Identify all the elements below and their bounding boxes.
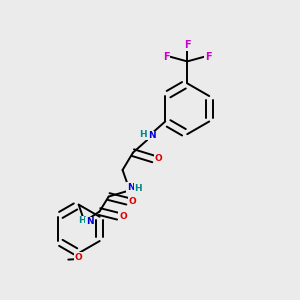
Text: F: F: [163, 52, 169, 62]
Text: N: N: [86, 218, 93, 226]
Text: O: O: [119, 212, 127, 221]
Text: O: O: [128, 197, 136, 206]
Text: H: H: [78, 216, 86, 225]
Text: O: O: [154, 154, 162, 164]
Text: H: H: [140, 130, 147, 139]
Text: H: H: [134, 184, 142, 193]
Text: F: F: [184, 40, 190, 50]
Text: F: F: [205, 52, 211, 62]
Text: N: N: [127, 183, 134, 192]
Text: N: N: [148, 131, 156, 140]
Text: O: O: [75, 253, 83, 262]
